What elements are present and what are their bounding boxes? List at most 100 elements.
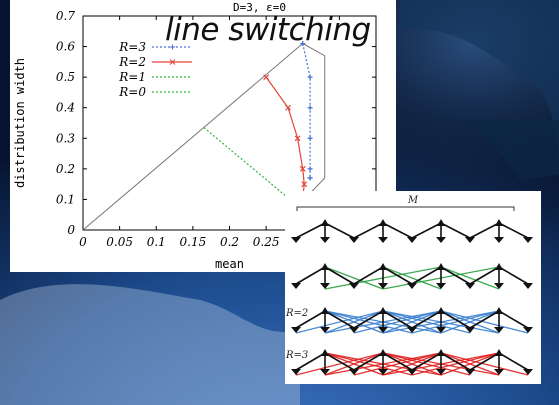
x-axis-label: mean [215,257,244,271]
node-arrow-icon [523,327,533,333]
hub-arrow-icon [379,349,387,356]
node-arrow-icon [349,369,359,375]
network-link-local [440,310,471,329]
data-point [299,165,306,172]
network-link-local [469,352,500,371]
node-arrow-icon [407,327,417,333]
network-link-local [411,310,442,329]
hub-arrow-icon [321,219,329,226]
node-arrow-icon [465,369,475,375]
data-point [307,166,313,172]
network-link-local [411,222,442,239]
network-link [382,310,442,334]
network-link [382,266,442,290]
node-arrow-icon [465,327,475,333]
bracket-label: M [407,195,419,206]
x-tick-label: 0 [79,235,87,249]
hub-arrow-icon [495,263,503,270]
y-tick-label: 0.2 [56,162,75,176]
node-arrow-icon [494,237,504,243]
y-tick-label: 0.3 [56,131,75,145]
chart-panel: D=3, ε=000.050.10.150.20.250.30.350.400.… [10,0,396,272]
x-tick-label: 0.1 [147,235,166,249]
hub-arrow-icon [437,349,445,356]
network-link-local [498,266,529,285]
network-link [353,310,442,334]
row-label: R=3 [285,350,308,361]
legend-label: R=3 [118,40,146,54]
legend-marker [169,59,176,65]
network-link-local [440,352,471,371]
chart-title: D=3, ε=0 [233,1,286,14]
y-tick-label: 0.1 [56,192,75,206]
series-line-r3 [302,43,311,179]
node-arrow-icon [291,327,301,333]
network-link-local [353,222,384,239]
node-arrow-icon [320,283,330,289]
node-arrow-icon [436,283,446,289]
node-arrow-icon [436,237,446,243]
network-link-local [440,222,471,239]
node-arrow-icon [320,327,330,333]
row-label: R=2 [285,308,308,319]
y-tick-label: 0.5 [56,70,75,84]
network-link [382,352,442,376]
legend-label: R=0 [118,85,146,99]
node-arrow-icon [378,369,388,375]
network-link [295,352,384,376]
node-arrow-icon [349,237,359,243]
node-arrow-icon [407,369,417,375]
network-link-local [498,352,529,371]
network-link-local [324,222,355,239]
network-link [411,310,500,334]
network-link-local [295,352,326,371]
node-arrow-icon [320,237,330,243]
y-tick-label: 0.7 [56,9,75,23]
legend-marker [170,44,175,50]
node-arrow-icon [349,283,359,289]
network-link [324,266,384,290]
network-diagram-panel: M R=2 R=3 [285,191,541,384]
network-link-local [324,352,355,371]
legend-label: R=1 [118,70,146,84]
node-arrow-icon [436,369,446,375]
data-point [263,74,270,81]
node-arrow-icon [407,283,417,289]
node-arrow-icon [349,327,359,333]
network-link-local [295,222,326,239]
hub-arrow-icon [437,307,445,314]
data-point [294,135,301,142]
data-point [307,74,313,80]
node-arrow-icon [291,283,301,289]
network-link-local [411,266,442,285]
node-arrow-icon [465,283,475,289]
network-link-local [498,222,529,239]
network-link [324,310,384,334]
network-link-local [469,222,500,239]
network-link [324,352,384,376]
y-axis-label: distribution width [13,58,27,188]
y-tick-label: 0.6 [56,40,75,54]
node-arrow-icon [378,237,388,243]
node-arrow-icon [523,369,533,375]
network-diagram-svg: M R=2 R=3 [285,195,533,376]
hub-arrow-icon [495,349,503,356]
network-link-local [382,310,413,329]
data-point [301,181,308,188]
node-arrow-icon [320,369,330,375]
hub-arrow-icon [321,349,329,356]
hub-arrow-icon [379,307,387,314]
network-link [440,310,500,334]
network-link-local [469,266,500,285]
bracket-line [296,206,515,211]
node-arrow-icon [378,283,388,289]
hub-arrow-icon [495,307,503,314]
network-link-local [324,310,355,329]
x-tick-label: 0.25 [253,235,280,249]
hub-arrow-icon [379,263,387,270]
network-link-local [382,266,413,285]
network-link-local [498,310,529,329]
network-link [440,352,529,376]
network-link-local [440,266,471,285]
hub-arrow-icon [321,263,329,270]
